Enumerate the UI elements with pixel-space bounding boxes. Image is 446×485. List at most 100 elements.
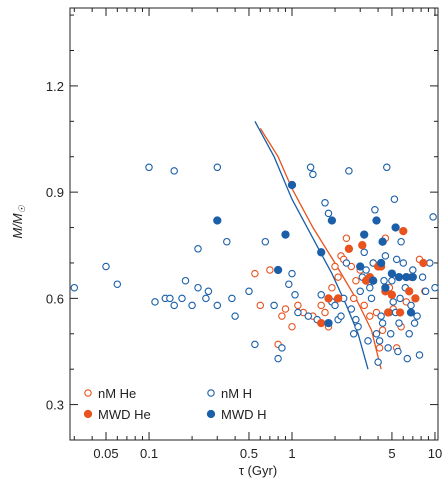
data-point-nm-h [390, 195, 399, 203]
legend-label: MWD He [98, 407, 151, 422]
y-tick-label: 0.3 [46, 398, 64, 413]
data-point-nm-h [342, 259, 351, 267]
data-point-nm-h [304, 312, 313, 320]
data-point-mwd-he [324, 294, 333, 303]
data-point-mwd-h [317, 248, 326, 257]
data-point-nm-h [270, 301, 278, 310]
data-point-nm-he [317, 301, 325, 310]
data-point-mwd-he [358, 241, 367, 250]
data-point-mwd-he [333, 294, 343, 303]
data-point-mwd-he [419, 258, 428, 268]
legend-label: nM H [221, 386, 252, 401]
data-point-mwd-he [411, 294, 420, 303]
data-point-nm-h [389, 298, 397, 306]
data-point-nm-h [202, 294, 210, 303]
data-point-nm-h [317, 291, 325, 299]
data-point-nm-h [288, 269, 296, 278]
data-point-mwd-h [287, 180, 297, 190]
y-tick-label: 0.9 [46, 185, 64, 200]
x-tick-label: 5 [388, 446, 395, 461]
data-point-nm-h [415, 351, 424, 359]
data-point-nm-h [413, 312, 421, 320]
data-point-mwd-h [369, 276, 378, 285]
data-point-nm-he [378, 326, 387, 334]
svg-text:M/M☉: M/M☉ [10, 204, 27, 238]
data-point-mwd-he [383, 308, 393, 317]
y-axis-ticks: 0.3 0.6 0.9 1.2 [46, 14, 438, 413]
data-point-nm-h [102, 262, 110, 271]
data-point-nm-h [228, 294, 236, 303]
data-point-mwd-h [408, 272, 417, 282]
data-point-mwd-h [391, 223, 400, 232]
data-point-nm-h [374, 358, 382, 366]
data-point-mwd-h [406, 308, 416, 317]
data-point-nm-he [349, 294, 358, 303]
data-point-nm-h [251, 340, 259, 349]
data-point-nm-he [366, 312, 374, 320]
data-point-nm-h [394, 347, 402, 356]
x-axis-ticks: 0.05 0.1 0.5 1 5 10 [73, 8, 442, 461]
data-point-nm-h [418, 273, 427, 281]
data-point-nm-h [294, 308, 302, 317]
data-point-nm-h [378, 319, 387, 327]
data-point-nm-he [331, 262, 339, 271]
data-point-nm-h [170, 301, 178, 310]
data-point-mwd-he [399, 226, 408, 236]
data-point-nm-h [324, 209, 333, 218]
y-tick-label: 1.2 [46, 79, 64, 94]
data-point-nm-h [362, 266, 370, 274]
data-point-mwd-he [344, 244, 354, 253]
data-point-nm-h [409, 266, 417, 274]
x-axis-label: τ (Gyr) [239, 463, 277, 478]
legend-marker [206, 409, 216, 419]
data-point-nm-h [397, 237, 405, 246]
data-point-mwd-he [317, 318, 326, 328]
data-point-nm-he [360, 301, 368, 310]
data-point-nm-h [337, 312, 345, 320]
x-tick-label: 0.5 [240, 446, 258, 461]
x-tick-label: 0.1 [140, 446, 158, 461]
data-point-nm-h [285, 280, 293, 288]
data-point-nm-h [356, 287, 364, 296]
data-point-nm-he [251, 269, 259, 278]
data-point-nm-h [407, 301, 415, 310]
data-point-nm-h [381, 252, 390, 260]
data-points [70, 163, 439, 366]
data-point-nm-he [375, 344, 384, 352]
plot-frame [69, 7, 439, 441]
data-point-nm-h [113, 280, 122, 288]
data-point-nm-h [145, 163, 153, 172]
data-point-nm-he [256, 301, 265, 310]
data-point-nm-h [194, 245, 202, 253]
data-point-nm-h [349, 330, 358, 338]
data-point-nm-h [360, 248, 368, 257]
legend-label: nM He [98, 386, 136, 401]
data-point-nm-h [151, 298, 159, 306]
legend: nM He nM H MWD He MWD H [83, 386, 267, 422]
data-point-nm-h [188, 301, 196, 310]
data-point-nm-h [166, 294, 174, 303]
data-point-mwd-he [405, 287, 414, 296]
data-point-mwd-h [378, 237, 387, 246]
data-point-nm-h [367, 294, 376, 303]
data-point-nm-h [377, 312, 385, 320]
data-point-nm-h [399, 259, 408, 267]
data-point-nm-he [288, 322, 296, 331]
data-point-nm-h [396, 294, 404, 303]
data-point-nm-he [321, 308, 329, 317]
data-point-nm-h [274, 354, 282, 363]
y-tick-label: 0.6 [46, 291, 64, 306]
data-point-nm-h [366, 283, 374, 292]
data-point-nm-h [426, 259, 434, 267]
data-point-nm-h [204, 287, 213, 296]
legend-label: MWD H [221, 407, 267, 422]
x-tick-label: 10 [428, 446, 442, 461]
data-point-nm-h [395, 319, 403, 327]
data-point-nm-h [372, 330, 381, 338]
data-point-nm-h [383, 163, 391, 172]
data-point-nm-he [347, 262, 356, 271]
data-point-nm-h [309, 170, 317, 179]
data-point-nm-h [70, 283, 79, 292]
data-point-nm-h [405, 330, 413, 338]
